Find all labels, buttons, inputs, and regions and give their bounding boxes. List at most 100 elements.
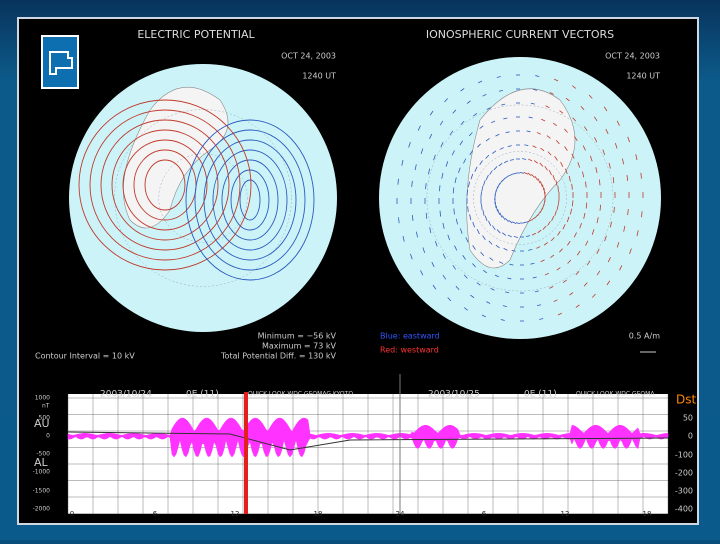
current-vector [493,166,498,171]
current-vector [609,221,612,228]
label: -300 [675,487,693,496]
decorations [78,74,656,353]
label: Red: westward [380,346,439,355]
current-vector [555,139,560,145]
current-vector [444,98,448,103]
label: IONOSPHERIC CURRENT VECTORS [426,28,614,41]
current-vector [553,299,558,303]
current-vector [616,242,620,248]
current-vector [420,148,424,154]
current-vector [583,212,586,219]
current-vector [515,222,521,225]
current-vector [547,151,552,156]
label: 0E (11) [186,390,219,400]
current-vector [585,202,588,209]
label: Contour Interval = 10 kV [35,352,135,361]
current-vector [526,130,531,133]
current-vector [503,117,508,120]
label: -500 [36,451,50,458]
current-vector [481,204,483,211]
current-vector [507,145,512,147]
current-vector [498,89,504,92]
current-vector [415,231,418,238]
current-vector [570,208,573,215]
current-vector [452,264,456,270]
current-vector [594,137,598,143]
current-vector [534,175,539,181]
current-vector [602,149,606,155]
labels: ELECTRIC POTENTIAL OCT 24, 2003 1240 UT Min… [33,28,697,518]
current-vector [519,171,525,174]
current-vector [429,110,434,116]
current-vector [498,162,503,167]
current-vector [592,293,596,298]
current-vector [466,189,469,196]
current-vector [614,143,618,149]
current-vector [577,162,581,168]
current-vector [627,209,629,216]
current-vector [543,188,546,195]
current-vector [559,248,563,253]
current-vector [622,158,625,165]
label: -1000 [33,469,51,476]
current-vector [501,177,506,182]
latitude-circle [114,109,292,287]
current-vector [545,105,550,109]
current-vector [604,235,607,242]
current-vector [532,145,537,148]
current-vector [488,240,493,245]
label: QUICK LOOK WDC GEOMAG KYOTO [248,391,353,398]
current-vector [468,132,473,137]
current-vector [490,120,496,124]
label: 18 [643,510,652,518]
current-vector [492,225,496,231]
current-vector [476,228,480,235]
current-vector [640,172,642,179]
current-vector [562,224,566,230]
current-vector [507,234,512,238]
current-vector [582,171,585,178]
label: -400 [675,505,693,514]
current-vector [586,260,591,266]
current-vector [463,158,467,164]
current-vector [552,174,556,181]
label: 6 [153,510,158,518]
current-vector [596,270,601,276]
current-vector [550,237,555,242]
current-vector [459,228,463,234]
current-vector [603,106,608,112]
label: Total Potential Diff. = 130 kV [220,352,336,361]
current-vector [398,217,400,224]
contour-negative [100,119,230,251]
current-vector [583,282,588,287]
current-vector [605,128,609,135]
current-vector [552,122,558,127]
contour-negative [111,129,219,241]
current-vector [575,271,580,276]
current-vector [442,274,447,280]
current-vector [591,229,595,235]
label: 0.5 A/m [629,332,660,341]
current-vector [495,244,500,249]
current-vector [554,156,558,161]
current-vector [477,143,481,148]
current-vector [567,240,571,246]
current-vector [449,130,454,136]
label: Dst [676,393,696,407]
current-vector [509,263,514,266]
current-vector [596,248,600,255]
current-vector [589,155,593,162]
current-vector [573,232,577,238]
current-vector [454,245,458,251]
current-vector [549,286,554,289]
current-vector [478,80,483,84]
current-vector [513,236,518,238]
current-vector [452,109,457,114]
current-vector [441,172,444,179]
current-vector [527,172,532,177]
current-vector [549,92,554,95]
current-vector [502,232,507,236]
current-vector [530,262,535,265]
label: ELECTRIC POTENTIAL [137,28,255,41]
current-vector [467,181,470,188]
